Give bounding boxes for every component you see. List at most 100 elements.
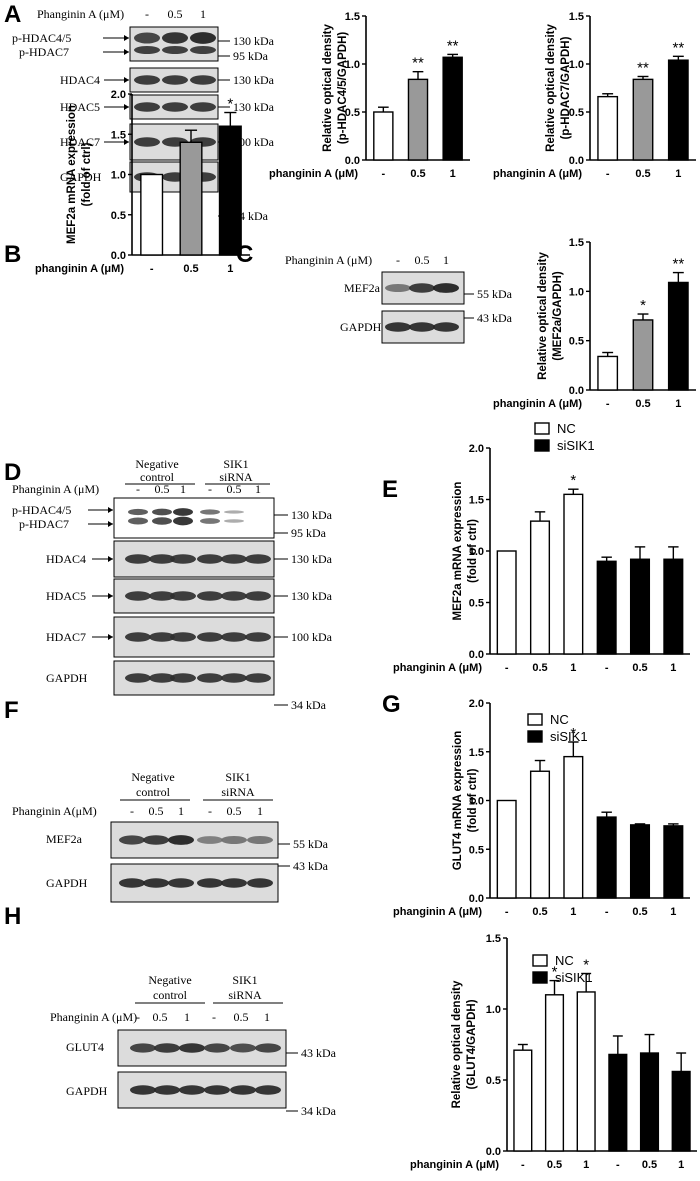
bar: [663, 825, 684, 899]
band: [197, 554, 223, 564]
x-tick-label: 1: [675, 398, 681, 410]
bar-chart-E: 0.0 0.5 1.0 1.5 2.0 - 0.5 * 1 - 0.5 1 phanginin A (μ…: [393, 421, 690, 674]
arrowhead-icon: [108, 507, 113, 513]
significance-mark: **: [672, 256, 684, 273]
significance-mark: *: [552, 964, 558, 981]
bar: [496, 550, 517, 655]
legend-label: siSIK1: [557, 438, 595, 453]
band: [130, 1085, 156, 1095]
band: [170, 632, 196, 642]
band: [170, 673, 196, 683]
y-tick-label: 1.5: [345, 11, 360, 23]
marker-label: 34 kDa: [301, 1104, 337, 1118]
marker-label: 55 kDa: [477, 287, 513, 301]
legend-swatch: [534, 422, 550, 435]
band: [247, 836, 273, 844]
y-axis-title: Relative optical density: [451, 980, 463, 1108]
x-axis-title: phanginin A (μM): [410, 1159, 499, 1171]
blot-label: GAPDH: [46, 876, 88, 890]
blot-label: HDAC5: [60, 100, 100, 114]
lane-label: 1: [443, 253, 449, 267]
lane-label: -: [136, 1010, 140, 1024]
group-label: Negative: [131, 770, 174, 784]
bar: [513, 1049, 533, 1152]
group-label: control: [140, 470, 175, 484]
marker-label: 34 kDa: [233, 209, 269, 223]
lane-label: 0.5: [415, 253, 430, 267]
bar-chart-H: 0.0 0.5 1.0 1.5 - * 0.5 * 1 - 0.5 1 phanginin A (μM)…: [410, 933, 697, 1171]
y-axis-title: (fold of ctrl): [81, 142, 93, 206]
band: [173, 508, 193, 516]
band: [247, 878, 273, 888]
blot-label: p-HDAC4/5: [12, 503, 71, 517]
marker-label: 130 kDa: [291, 508, 333, 522]
y-tick-label: 0.5: [569, 336, 584, 348]
y-tick-label: 1.5: [111, 129, 126, 141]
x-tick-label: 0.5: [632, 906, 647, 918]
y-tick-label: 1.0: [486, 1004, 501, 1016]
y-axis-title: MEF2a mRNA expression: [66, 105, 78, 244]
treatment-label: Phanginin A(μM): [12, 804, 97, 818]
lane-label: 1: [257, 804, 263, 818]
lane-label: 1: [180, 482, 186, 496]
bar-chart-C: 0.0 0.5 1.0 1.5 - * 0.5 ** 1 phanginin A (μM) Rela…: [493, 237, 696, 410]
lane-label: -: [212, 1010, 216, 1024]
y-tick-label: 0.0: [111, 250, 126, 262]
band: [409, 283, 435, 293]
x-tick-label: 1: [570, 906, 576, 918]
band: [190, 46, 216, 54]
lane-label: -: [208, 804, 212, 818]
x-tick-label: 1: [670, 662, 676, 674]
legend-swatch: [532, 954, 548, 967]
band: [162, 32, 188, 44]
band: [125, 554, 151, 564]
y-tick-label: 1.5: [569, 237, 584, 249]
panel-letter-G: G: [382, 691, 401, 718]
lane-label: 0.5: [155, 482, 170, 496]
band: [221, 878, 247, 888]
lane-label: 1: [184, 1010, 190, 1024]
significance-mark: *: [570, 725, 576, 742]
x-axis-title: phanginin A (μM): [269, 168, 358, 180]
lane-label: 0.5: [227, 804, 242, 818]
y-tick-label: 0.0: [569, 155, 584, 167]
x-tick-label: -: [150, 263, 154, 275]
legend-swatch: [534, 439, 550, 452]
x-tick-label: -: [505, 906, 509, 918]
bar: [629, 558, 651, 655]
blot-label: GAPDH: [340, 320, 382, 334]
arrowhead-icon: [124, 35, 129, 41]
y-tick-label: 0.0: [486, 1146, 501, 1158]
y-axis-title: GLUT4 mRNA expression: [452, 731, 464, 871]
blot-strip: [129, 26, 219, 62]
lane-label: 1: [255, 482, 261, 496]
band: [221, 836, 247, 844]
blot-label: HDAC7: [46, 630, 86, 644]
group-label: SIK1: [223, 457, 248, 471]
y-tick-label: 1.5: [486, 933, 501, 945]
significance-mark: **: [637, 59, 649, 76]
x-tick-label: 0.5: [410, 168, 425, 180]
band: [197, 836, 223, 844]
group-label: control: [153, 988, 188, 1002]
band: [385, 284, 411, 292]
band: [224, 510, 244, 514]
x-tick-label: 1: [675, 168, 681, 180]
band: [143, 835, 169, 845]
bar: [629, 824, 651, 899]
marker-label: 43 kDa: [301, 1046, 337, 1060]
y-axis-title: (fold of ctrl): [467, 519, 479, 583]
marker-label: 130 kDa: [291, 589, 333, 603]
significance-mark: *: [640, 297, 646, 314]
bar: [576, 991, 596, 1152]
bar: [529, 770, 551, 899]
band: [152, 517, 172, 525]
x-axis-title: phanginin A (μM): [493, 398, 582, 410]
band: [162, 102, 188, 112]
lane-label: -: [130, 804, 134, 818]
blot-label: MEF2a: [344, 281, 381, 295]
x-tick-label: 1: [670, 906, 676, 918]
y-tick-label: 1.0: [111, 170, 126, 182]
band: [190, 75, 216, 85]
